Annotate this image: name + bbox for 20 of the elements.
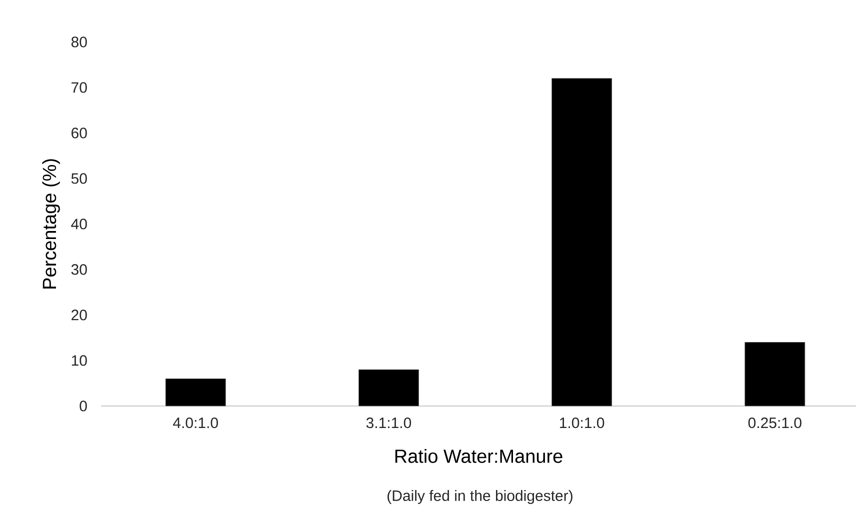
bar <box>744 342 806 406</box>
text: (Daily fed in the biodigester) <box>388 490 572 504</box>
y-axis-title: Percentage (%) <box>42 159 60 288</box>
y-tick-label: 40 <box>71 218 87 230</box>
bar <box>552 78 612 406</box>
y-tick-label: 50 <box>71 173 87 184</box>
x-tick-label: 1.0:1.0 <box>560 418 604 428</box>
y-tick-label: 0 <box>80 400 87 412</box>
y-tick-label: 30 <box>71 264 87 275</box>
x-tick-label: 3.1:1.0 <box>366 418 412 428</box>
bar <box>358 369 419 406</box>
x-tick-label: 4.0:1.0 <box>173 418 218 428</box>
y-tick-label: 80 <box>71 36 87 48</box>
y-tick-label: 20 <box>72 310 87 320</box>
y-tick-label: 10 <box>72 355 87 366</box>
y-tick-label: 70 <box>72 82 87 93</box>
x-tick-label: 0.25:1.0 <box>748 418 802 428</box>
bar <box>165 378 226 406</box>
y-tick-label: 60 <box>72 128 87 138</box>
x-axis-title: Ratio Water:Manure <box>395 449 562 463</box>
